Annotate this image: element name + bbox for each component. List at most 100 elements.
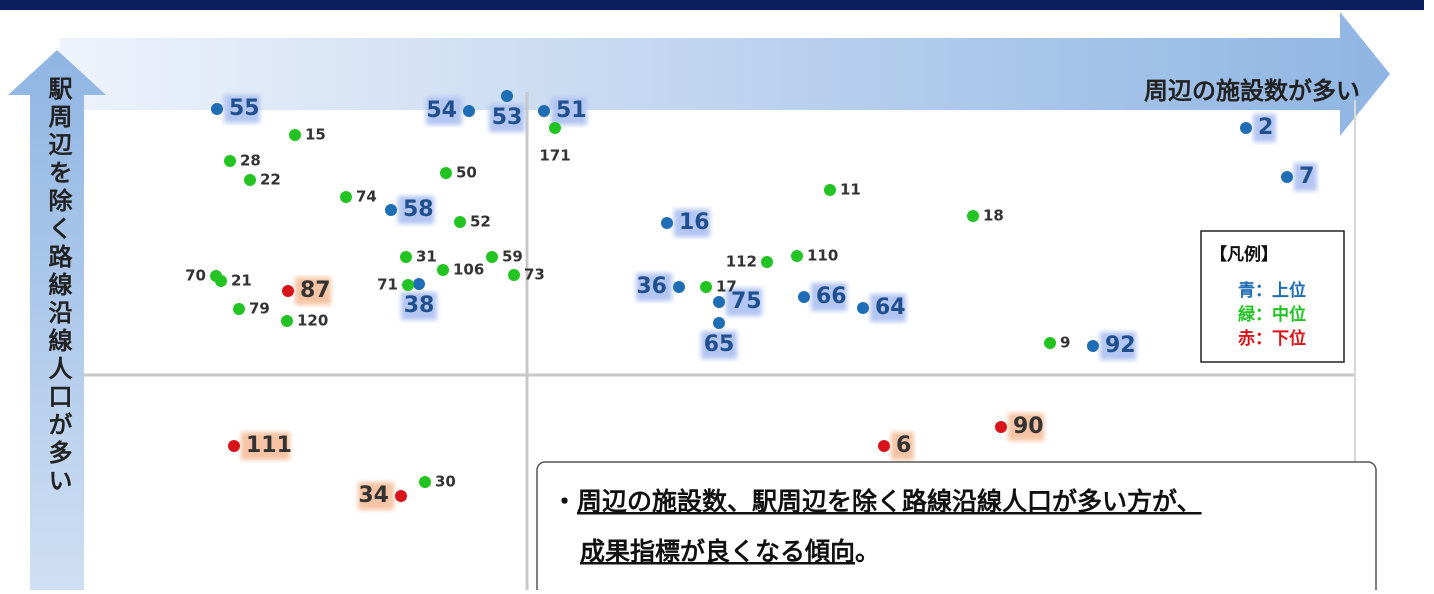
point-label: 65 <box>704 332 735 357</box>
point-label: 110 <box>807 247 838 265</box>
point <box>228 440 240 452</box>
point <box>967 210 979 222</box>
point <box>454 216 466 228</box>
point <box>1087 340 1099 352</box>
point-label: 53 <box>492 105 523 130</box>
note-box <box>536 461 1377 594</box>
point-label: 16 <box>679 210 710 235</box>
point <box>486 251 498 263</box>
point-label: 64 <box>875 295 906 320</box>
label-highlight <box>241 432 290 460</box>
point-label: 171 <box>539 147 570 165</box>
point-label: 30 <box>435 473 456 491</box>
label-highlight <box>489 104 525 132</box>
label-highlight <box>701 331 737 359</box>
label-highlight <box>551 97 587 125</box>
point <box>385 204 397 216</box>
label-highlight <box>1008 413 1044 441</box>
label-highlight <box>1100 332 1136 360</box>
point-label: 74 <box>356 188 377 206</box>
point-label: 92 <box>1105 333 1136 358</box>
point <box>215 275 227 287</box>
point <box>713 296 725 308</box>
point-label: 120 <box>297 312 328 330</box>
point <box>661 217 673 229</box>
label-highlight <box>636 273 672 301</box>
point-label: 66 <box>816 284 847 309</box>
point <box>501 90 513 102</box>
point-label: 18 <box>983 207 1004 225</box>
point-label: 38 <box>404 293 435 318</box>
y-arrow <box>8 50 106 590</box>
point <box>402 279 414 291</box>
point-label: 73 <box>524 266 545 284</box>
point-label: 17 <box>716 278 737 296</box>
point-label: 15 <box>305 126 326 144</box>
point <box>340 191 352 203</box>
x-arrow <box>60 12 1390 136</box>
point-label: 54 <box>426 98 457 123</box>
legend-item: 緑：中位 <box>1238 304 1306 325</box>
point-label: 75 <box>731 289 762 314</box>
point-label: 70 <box>185 267 206 285</box>
point <box>791 250 803 262</box>
point <box>1044 337 1056 349</box>
point-label: 34 <box>358 483 389 508</box>
point <box>761 256 773 268</box>
point-label: 36 <box>636 274 667 299</box>
label-highlight <box>295 277 331 305</box>
point <box>1281 171 1293 183</box>
label-highlight <box>891 432 914 460</box>
label-highlight <box>224 95 260 123</box>
point <box>1240 122 1252 134</box>
point <box>281 315 293 327</box>
legend-box <box>1200 230 1345 363</box>
label-highlight <box>426 97 462 125</box>
point <box>824 184 836 196</box>
point <box>244 174 256 186</box>
point-label: 7 <box>1299 164 1314 189</box>
point <box>289 129 301 141</box>
point-label: 58 <box>403 197 434 222</box>
point-label: 9 <box>1060 334 1070 352</box>
point <box>419 476 431 488</box>
point-label: 87 <box>300 278 331 303</box>
point-label: 90 <box>1013 414 1044 439</box>
label-highlight <box>1294 163 1317 191</box>
point <box>437 264 449 276</box>
point <box>549 122 561 134</box>
point <box>508 269 520 281</box>
point-label: 106 <box>453 261 484 279</box>
note-line1: ・周辺の施設数、駅周辺を除く路線沿線人口が多い方が、 <box>552 487 1202 516</box>
note-bullet: ・ <box>552 487 577 516</box>
label-highlight <box>674 209 710 237</box>
legend-item: 青：上位 <box>1238 280 1306 301</box>
point-label: 2 <box>1258 115 1273 140</box>
point <box>400 251 412 263</box>
label-highlight <box>398 196 434 224</box>
point <box>282 285 294 297</box>
point <box>413 278 425 290</box>
note-text: 周辺の施設数、駅周辺を除く路線沿線人口が多い方が、 <box>577 487 1202 516</box>
point <box>700 281 712 293</box>
point <box>538 105 550 117</box>
point <box>463 105 475 117</box>
point-label: 28 <box>240 152 261 170</box>
point-label: 50 <box>456 164 477 182</box>
point <box>395 490 407 502</box>
note-line2: 成果指標が良くなる傾向。 <box>580 537 880 566</box>
point <box>798 291 810 303</box>
point <box>224 155 236 167</box>
point-label: 79 <box>249 300 270 318</box>
point <box>440 167 452 179</box>
point <box>233 303 245 315</box>
label-highlight <box>726 288 762 316</box>
point <box>995 421 1007 433</box>
point-label: 111 <box>246 433 292 458</box>
note-period: 。 <box>855 537 880 566</box>
x-axis-label: 周辺の施設数が多い <box>1144 77 1360 105</box>
top-bar <box>0 0 1424 10</box>
label-highlight <box>401 292 437 320</box>
note-text: 成果指標が良くなる傾向 <box>580 537 855 566</box>
